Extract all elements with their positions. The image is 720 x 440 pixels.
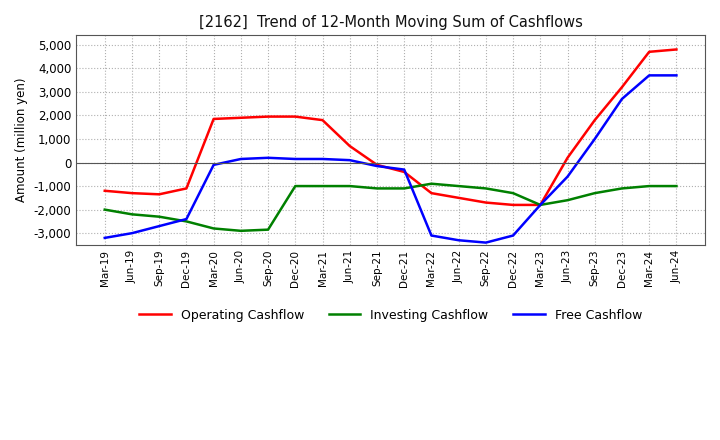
Operating Cashflow	[373, 162, 382, 168]
Free Cashflow	[509, 233, 518, 238]
Free Cashflow	[127, 231, 136, 236]
Operating Cashflow	[563, 155, 572, 161]
Investing Cashflow	[645, 183, 654, 189]
Investing Cashflow	[509, 191, 518, 196]
Investing Cashflow	[672, 183, 680, 189]
Free Cashflow	[427, 233, 436, 238]
Free Cashflow	[100, 235, 109, 241]
Operating Cashflow	[291, 114, 300, 119]
Operating Cashflow	[618, 84, 626, 90]
Free Cashflow	[182, 216, 191, 222]
Y-axis label: Amount (million yen): Amount (million yen)	[15, 78, 28, 202]
Free Cashflow	[318, 156, 327, 161]
Operating Cashflow	[400, 169, 408, 175]
Line: Operating Cashflow: Operating Cashflow	[104, 49, 676, 205]
Operating Cashflow	[318, 117, 327, 123]
Operating Cashflow	[482, 200, 490, 205]
Free Cashflow	[400, 167, 408, 172]
Free Cashflow	[590, 136, 599, 142]
Operating Cashflow	[645, 49, 654, 55]
Operating Cashflow	[100, 188, 109, 194]
Investing Cashflow	[400, 186, 408, 191]
Free Cashflow	[454, 238, 463, 243]
Operating Cashflow	[264, 114, 272, 119]
Investing Cashflow	[155, 214, 163, 219]
Legend: Operating Cashflow, Investing Cashflow, Free Cashflow: Operating Cashflow, Investing Cashflow, …	[134, 304, 647, 327]
Investing Cashflow	[318, 183, 327, 189]
Free Cashflow	[155, 224, 163, 229]
Title: [2162]  Trend of 12-Month Moving Sum of Cashflows: [2162] Trend of 12-Month Moving Sum of C…	[199, 15, 582, 30]
Investing Cashflow	[590, 191, 599, 196]
Free Cashflow	[482, 240, 490, 245]
Operating Cashflow	[427, 191, 436, 196]
Free Cashflow	[210, 162, 218, 168]
Operating Cashflow	[155, 192, 163, 197]
Investing Cashflow	[618, 186, 626, 191]
Line: Investing Cashflow: Investing Cashflow	[104, 184, 676, 231]
Operating Cashflow	[454, 195, 463, 201]
Free Cashflow	[346, 158, 354, 163]
Investing Cashflow	[182, 219, 191, 224]
Operating Cashflow	[536, 202, 544, 208]
Investing Cashflow	[210, 226, 218, 231]
Free Cashflow	[237, 156, 246, 161]
Free Cashflow	[264, 155, 272, 161]
Operating Cashflow	[182, 186, 191, 191]
Operating Cashflow	[127, 191, 136, 196]
Investing Cashflow	[536, 202, 544, 208]
Investing Cashflow	[563, 198, 572, 203]
Free Cashflow	[645, 73, 654, 78]
Free Cashflow	[536, 202, 544, 208]
Operating Cashflow	[237, 115, 246, 121]
Investing Cashflow	[127, 212, 136, 217]
Operating Cashflow	[509, 202, 518, 208]
Operating Cashflow	[672, 47, 680, 52]
Free Cashflow	[373, 163, 382, 169]
Investing Cashflow	[373, 186, 382, 191]
Free Cashflow	[563, 174, 572, 179]
Investing Cashflow	[427, 181, 436, 187]
Investing Cashflow	[346, 183, 354, 189]
Investing Cashflow	[237, 228, 246, 234]
Investing Cashflow	[291, 183, 300, 189]
Operating Cashflow	[346, 143, 354, 149]
Investing Cashflow	[100, 207, 109, 212]
Line: Free Cashflow: Free Cashflow	[104, 75, 676, 242]
Free Cashflow	[672, 73, 680, 78]
Free Cashflow	[291, 156, 300, 161]
Investing Cashflow	[454, 183, 463, 189]
Operating Cashflow	[590, 117, 599, 123]
Free Cashflow	[618, 96, 626, 102]
Investing Cashflow	[482, 186, 490, 191]
Investing Cashflow	[264, 227, 272, 232]
Operating Cashflow	[210, 116, 218, 121]
